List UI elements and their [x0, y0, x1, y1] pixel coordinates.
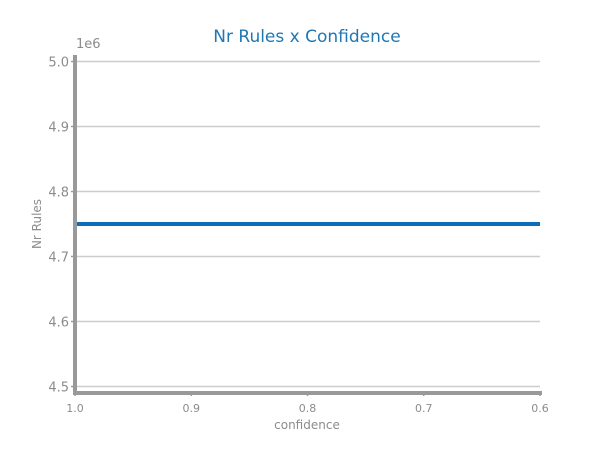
y-tick-label-3: 4.8	[48, 186, 69, 201]
x-axis-label: confidence	[274, 418, 340, 432]
y-tick-labels: 4.5 4.6 4.7 4.8 4.9 5.0	[48, 56, 75, 396]
grid-layer	[75, 60, 540, 388]
x-tick-label-2: 0.8	[299, 402, 317, 415]
y-tick-label-4: 4.9	[48, 121, 69, 136]
x-tick-label-4: 0.6	[531, 402, 549, 415]
x-tick-labels: 1.0 0.9 0.8 0.7 0.6	[66, 391, 549, 415]
y-tick-label-2: 4.7	[48, 251, 69, 266]
chart-title: Nr Rules x Confidence	[213, 27, 400, 47]
y-axis-label: Nr Rules	[30, 199, 44, 249]
y-tick-label-1: 4.6	[48, 316, 69, 331]
y-tick-label-5: 5.0	[48, 56, 69, 71]
y-tick-label-0: 4.5	[48, 381, 69, 396]
y-axis-offset-label: 1e6	[76, 37, 101, 52]
x-tick-label-1: 0.9	[183, 402, 201, 415]
x-tick-label-0: 1.0	[66, 402, 84, 415]
x-tick-label-3: 0.7	[415, 402, 433, 415]
